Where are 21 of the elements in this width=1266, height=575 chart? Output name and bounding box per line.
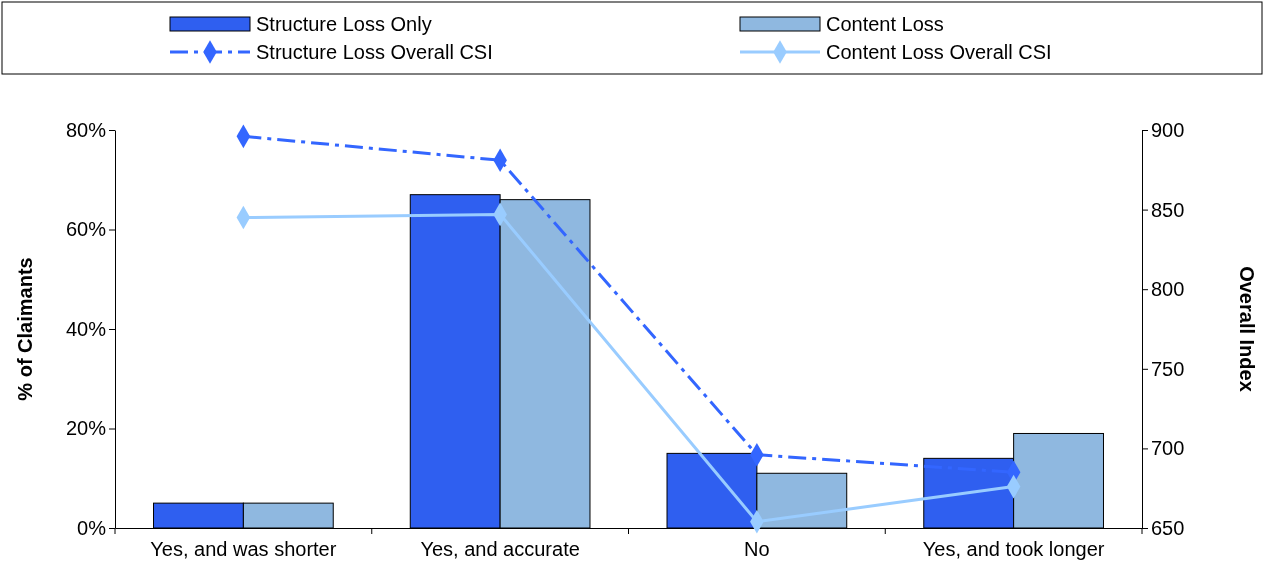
y-tick-label: 40% [65,317,107,340]
legend-label: Content Loss Overall CSI [826,41,1052,63]
legend-label: Structure Loss Overall CSI [256,41,493,63]
y-tick-label: 20% [65,417,107,440]
y2-tick-label: 750 [1151,357,1185,380]
legend-label: Content Loss [826,13,944,35]
y2-tick-label: 800 [1151,278,1185,301]
y-tick-label: 80% [65,118,107,141]
y2-tick-label: 700 [1151,437,1185,460]
x-tick-label: Yes, and accurate [420,538,580,561]
y-tick-label: 0% [77,516,107,539]
y-tick-label: 60% [65,218,107,241]
x-tick-label: No [744,538,770,561]
y2-tick-label: 650 [1151,516,1185,539]
x-tick-label: Yes, and took longer [922,538,1105,561]
y2-tick-label: 850 [1151,198,1185,221]
x-tick-label: Yes, and was shorter [150,538,337,561]
legend-label: Structure Loss Only [256,13,432,35]
y2-tick-label: 900 [1151,118,1185,141]
y2-axis-title: Overall Index [1236,266,1258,392]
y-axis-title: % of Claimants [14,257,36,401]
